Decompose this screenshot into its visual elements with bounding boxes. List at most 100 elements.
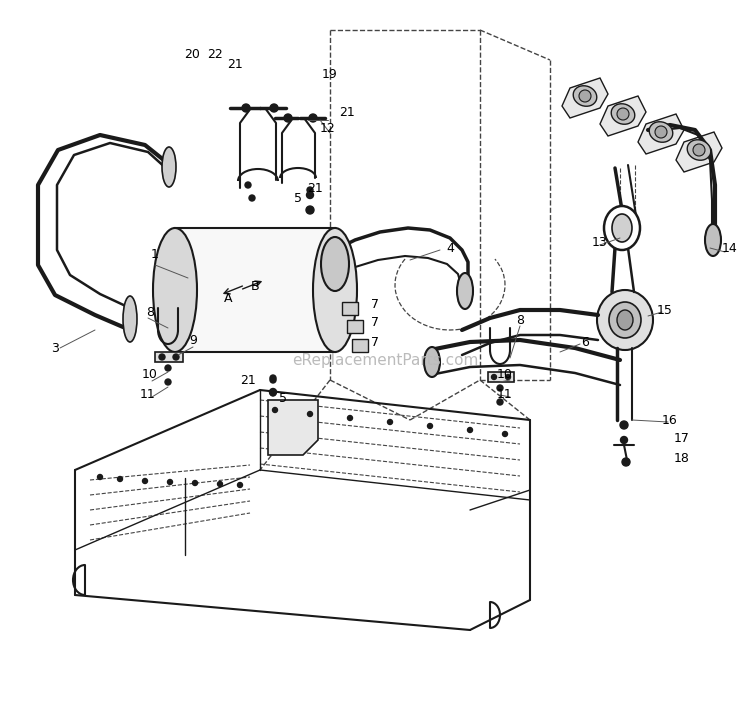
Circle shape xyxy=(307,191,314,198)
Text: 18: 18 xyxy=(674,452,690,464)
Text: 21: 21 xyxy=(240,374,256,387)
Ellipse shape xyxy=(687,139,711,160)
Text: 21: 21 xyxy=(308,181,322,195)
Polygon shape xyxy=(562,78,608,118)
Circle shape xyxy=(270,375,276,381)
Circle shape xyxy=(427,423,433,428)
Circle shape xyxy=(497,385,503,391)
Polygon shape xyxy=(268,400,318,455)
Text: 10: 10 xyxy=(142,368,158,382)
Ellipse shape xyxy=(424,347,440,377)
Text: 19: 19 xyxy=(322,69,338,81)
Text: 5: 5 xyxy=(294,191,302,205)
Polygon shape xyxy=(488,372,514,382)
Ellipse shape xyxy=(313,228,357,352)
Text: 7: 7 xyxy=(371,316,379,329)
Circle shape xyxy=(217,481,223,486)
Circle shape xyxy=(284,114,292,122)
Circle shape xyxy=(118,476,122,481)
Circle shape xyxy=(269,389,277,396)
Ellipse shape xyxy=(612,214,632,242)
Circle shape xyxy=(165,379,171,385)
Text: 16: 16 xyxy=(662,413,678,426)
Circle shape xyxy=(622,458,630,466)
Circle shape xyxy=(270,377,276,383)
Circle shape xyxy=(491,375,496,379)
Ellipse shape xyxy=(650,122,673,142)
Circle shape xyxy=(620,421,628,429)
Text: A: A xyxy=(224,292,232,305)
Circle shape xyxy=(307,187,313,193)
Circle shape xyxy=(693,144,705,156)
Circle shape xyxy=(306,206,314,214)
Text: 4: 4 xyxy=(446,241,454,254)
Circle shape xyxy=(503,431,508,437)
Circle shape xyxy=(249,195,255,201)
Circle shape xyxy=(270,390,276,396)
Polygon shape xyxy=(600,96,646,136)
Text: 1: 1 xyxy=(151,249,159,261)
Ellipse shape xyxy=(162,147,176,187)
Polygon shape xyxy=(155,352,183,362)
Text: 7: 7 xyxy=(371,299,379,312)
Circle shape xyxy=(506,375,511,379)
Text: 12: 12 xyxy=(320,122,336,135)
Text: 13: 13 xyxy=(592,236,608,249)
Text: 5: 5 xyxy=(279,392,287,404)
Text: 21: 21 xyxy=(227,59,243,72)
Polygon shape xyxy=(342,302,358,315)
Text: 21: 21 xyxy=(339,105,355,118)
Text: 8: 8 xyxy=(146,305,154,319)
Circle shape xyxy=(308,411,313,416)
Text: 6: 6 xyxy=(581,336,589,348)
Ellipse shape xyxy=(153,228,197,352)
Ellipse shape xyxy=(321,237,349,291)
Circle shape xyxy=(165,365,171,371)
Polygon shape xyxy=(352,339,368,352)
Circle shape xyxy=(159,354,165,360)
Circle shape xyxy=(617,108,629,120)
Ellipse shape xyxy=(609,302,641,338)
Text: 10: 10 xyxy=(497,368,513,382)
Circle shape xyxy=(388,420,392,425)
Circle shape xyxy=(620,437,628,443)
Circle shape xyxy=(270,104,278,112)
Circle shape xyxy=(579,90,591,102)
Text: 8: 8 xyxy=(516,314,524,326)
Ellipse shape xyxy=(604,206,640,250)
Text: 11: 11 xyxy=(497,389,513,401)
Text: 15: 15 xyxy=(657,304,673,316)
Text: 11: 11 xyxy=(140,389,156,401)
Circle shape xyxy=(497,399,503,405)
Circle shape xyxy=(167,479,172,484)
Circle shape xyxy=(193,481,197,486)
Polygon shape xyxy=(347,320,363,333)
Ellipse shape xyxy=(617,310,633,330)
Ellipse shape xyxy=(123,296,137,342)
Ellipse shape xyxy=(597,290,653,350)
Ellipse shape xyxy=(457,273,473,309)
Circle shape xyxy=(347,416,352,421)
Text: 22: 22 xyxy=(207,49,223,62)
Text: 17: 17 xyxy=(674,431,690,445)
Circle shape xyxy=(238,482,242,488)
Text: 14: 14 xyxy=(722,241,738,254)
Text: eReplacementParts.com: eReplacementParts.com xyxy=(292,353,478,367)
Circle shape xyxy=(655,126,667,138)
Ellipse shape xyxy=(611,104,634,125)
Text: 9: 9 xyxy=(189,333,197,346)
Circle shape xyxy=(309,114,317,122)
Ellipse shape xyxy=(705,224,721,256)
Circle shape xyxy=(272,408,278,413)
Polygon shape xyxy=(638,114,684,154)
Text: 20: 20 xyxy=(184,49,200,62)
Circle shape xyxy=(242,104,250,112)
Polygon shape xyxy=(175,228,335,352)
Text: 7: 7 xyxy=(371,336,379,348)
Text: B: B xyxy=(251,280,260,294)
Circle shape xyxy=(245,182,251,188)
Ellipse shape xyxy=(573,86,597,106)
Text: 3: 3 xyxy=(51,341,59,355)
Circle shape xyxy=(98,474,103,479)
Circle shape xyxy=(467,428,472,433)
